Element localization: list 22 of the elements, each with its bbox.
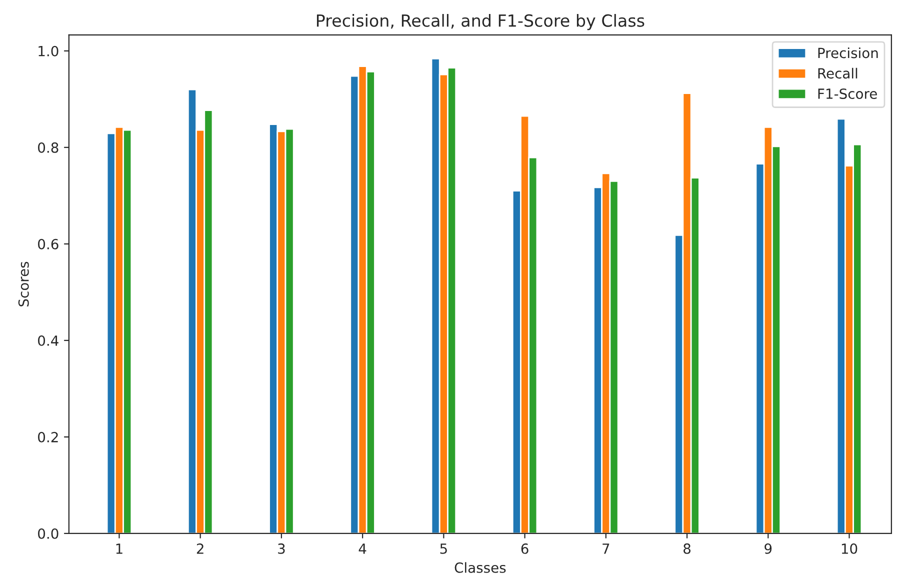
legend-label: Precision [818,47,878,58]
x-tick-label: 2 [196,543,204,554]
legend-label: Recall [818,68,858,79]
x-tick-label: 8 [684,543,690,554]
x-tick-label: 4 [358,544,366,554]
y-tick-label: 0.8 [38,142,58,153]
y-tick-label: 1.0 [38,46,58,56]
y-tick-label: 0.2 [38,432,58,442]
chart-title: Precision, Recall, and F1-Score by Class [316,14,644,30]
x-tick-label: 1 [116,544,122,554]
legend-label: F1-Score [818,88,877,100]
y-tick-label: 0.0 [38,528,58,539]
x-tick-label: 3 [278,543,285,554]
x-tick-label: 9 [764,543,772,554]
y-axis-title: Scores [18,262,29,306]
y-tick-label: 0.6 [38,238,58,250]
x-tick-label: 6 [521,543,528,554]
x-tick-label: 5 [440,544,447,554]
x-tick-label: 10 [842,543,858,554]
x-tick-label: 7 [602,544,610,554]
y-tick-label: 0.4 [38,335,58,346]
x-axis-title: Classes [454,562,506,573]
